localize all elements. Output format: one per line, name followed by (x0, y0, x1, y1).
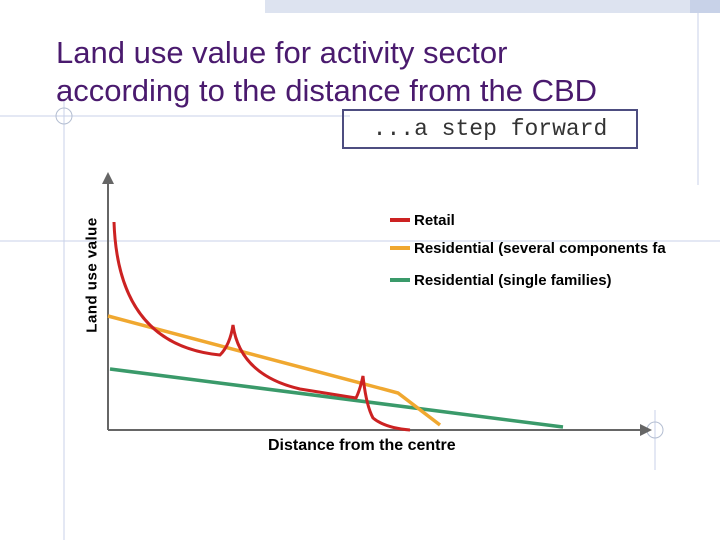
legend-label-residential-single: Residential (single families) (414, 271, 612, 289)
legend-item-residential-single: Residential (single families) (390, 270, 612, 290)
y-axis-label: Land use value (83, 217, 101, 333)
legend-item-retail: Retail (390, 210, 455, 230)
title-line-2: according to the distance from the CBD (56, 73, 598, 108)
axes (102, 172, 652, 436)
series-line-residential-several (107, 314, 442, 427)
legend-label-residential-several: Residential (several components fa (414, 239, 666, 257)
series-line-residential-single (109, 367, 564, 429)
title-line-1: Land use value for activity sector (56, 35, 508, 70)
slide-title: Land use value for activity sector accor… (56, 34, 696, 110)
subtitle-box: ...a step forward (342, 109, 638, 149)
legend-label-retail: Retail (414, 211, 455, 229)
legend-swatch-retail (390, 218, 410, 222)
legend-swatch-residential-single (390, 278, 410, 282)
y-axis-arrow (102, 172, 114, 184)
legend-item-residential-several: Residential (several components fa (390, 238, 666, 258)
x-axis-label: Distance from the centre (268, 437, 456, 454)
x-axis-arrow (640, 424, 652, 436)
series-line-retail (112, 221, 411, 432)
legend-swatch-residential-several (390, 246, 410, 250)
subtitle-text: ...a step forward (372, 116, 608, 142)
